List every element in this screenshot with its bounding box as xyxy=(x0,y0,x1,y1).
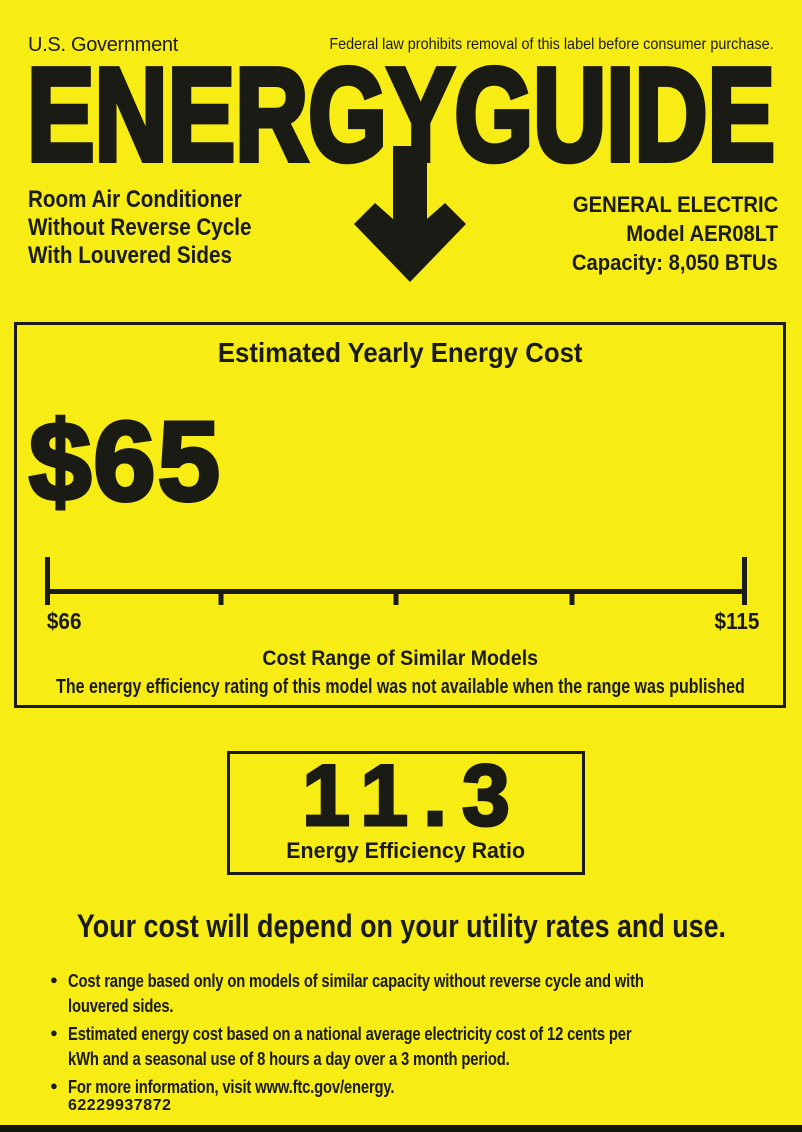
product-type: Room Air Conditioner Without Reverse Cyc… xyxy=(28,186,288,270)
range-note: The energy efficiency rating of this mod… xyxy=(55,675,745,698)
estimated-cost-box: Estimated Yearly Energy Cost $65 $66 $11… xyxy=(14,322,786,708)
bullet-icon: ● xyxy=(50,1078,58,1093)
footnote-list: ● Cost range based only on models of sim… xyxy=(50,968,790,1102)
product-line: Without Reverse Cycle xyxy=(28,214,252,241)
scale-tick-mid xyxy=(218,594,223,605)
eer-label: Energy Efficiency Ratio xyxy=(286,838,526,863)
footnote-item: ● Estimated energy cost based on a natio… xyxy=(50,1021,790,1071)
scale-line xyxy=(45,589,747,594)
scale-tick-left xyxy=(45,557,50,605)
estimated-cost-title: Estimated Yearly Energy Cost xyxy=(217,337,583,368)
range-max-label: $115 xyxy=(714,608,760,634)
headline: Your cost will depend on your utility ra… xyxy=(76,908,726,944)
bottom-border xyxy=(0,1125,802,1132)
manufacturer-capacity: Capacity: 8,050 BTUs xyxy=(572,250,778,275)
footnote-item: ● Cost range based only on models of sim… xyxy=(50,968,790,1018)
eer-value: 11.3 xyxy=(301,748,525,844)
scale-tick-right xyxy=(742,557,747,605)
manufacturer-model: Model AER08LT xyxy=(626,221,778,246)
footnote-text: Estimated energy cost based on a nationa… xyxy=(68,1023,632,1069)
footnote-text: For more information, visit www.ftc.gov/… xyxy=(68,1076,395,1097)
estimated-cost-value: $65 xyxy=(27,397,222,526)
scale-tick-mid xyxy=(569,594,574,605)
federal-notice: Federal law prohibits removal of this la… xyxy=(329,36,774,53)
government-text: U.S. Government xyxy=(28,34,179,56)
bullet-icon: ● xyxy=(50,972,58,987)
eer-box: 11.3 Energy Efficiency Ratio xyxy=(227,748,585,875)
range-min-label: $66 xyxy=(46,608,82,634)
manufacturer-brand: GENERAL ELECTRIC xyxy=(572,192,778,217)
footnote-item: ● For more information, visit www.ftc.go… xyxy=(50,1074,790,1099)
product-line: With Louvered Sides xyxy=(28,242,232,269)
manufacturer-info: GENERAL ELECTRIC Model AER08LT Capacity:… xyxy=(554,190,778,277)
cost-range-scale xyxy=(45,557,747,605)
scale-tick-mid xyxy=(393,594,399,605)
label-number: 62229937872 xyxy=(68,1097,172,1114)
bullet-icon: ● xyxy=(50,1025,58,1040)
footnote-text: Cost range based only on models of simil… xyxy=(68,970,644,1016)
down-arrow-icon xyxy=(354,146,466,282)
range-caption: Cost Range of Similar Models xyxy=(262,647,538,670)
product-line: Room Air Conditioner xyxy=(28,186,242,213)
